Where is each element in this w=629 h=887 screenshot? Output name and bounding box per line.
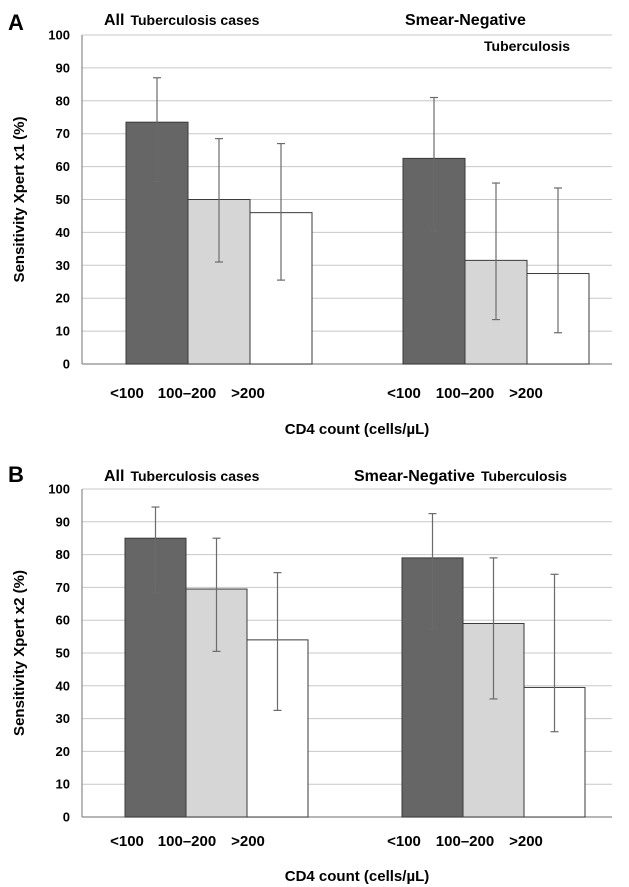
- panel-letter: A: [8, 10, 24, 35]
- panel-letter: B: [8, 462, 24, 487]
- x-category-label: <100: [110, 833, 144, 850]
- group-title-bold: All: [104, 12, 124, 29]
- y-tick-label: 30: [56, 258, 70, 273]
- x-category-label: 100–200: [436, 833, 494, 850]
- y-tick-label: 80: [56, 547, 70, 562]
- x-category-label: <100: [110, 385, 144, 402]
- y-axis-label: Sensitivity Xpert x1 (%): [11, 117, 28, 283]
- y-tick-label: 50: [56, 646, 70, 661]
- chart-panel-b: B 0 10 20 30 40 50 60 70 80 90 100 All Tuberculosis c…: [8, 462, 612, 885]
- y-tick-label: 0: [63, 810, 70, 825]
- y-tick-label: 40: [56, 225, 70, 240]
- chart-panel-a: A 0 10 20 30 40 50 60 70 80 90 100 All Tuberculosis c…: [8, 10, 612, 438]
- group-title-bold: Smear-Negative: [405, 12, 526, 29]
- y-tick-label: 100: [48, 482, 70, 497]
- y-tick-label: 90: [56, 514, 70, 529]
- x-category-label: 100–200: [158, 833, 216, 850]
- group-title-rest: Tuberculosis cases: [130, 12, 259, 28]
- y-tick-label: 10: [56, 324, 70, 339]
- x-category-label: >200: [231, 833, 265, 850]
- y-tick-label: 10: [56, 777, 70, 792]
- y-tick-label: 60: [56, 159, 70, 174]
- group-title: Smear-Negative Tuberculosis: [354, 468, 567, 485]
- group-title: All Tuberculosis cases: [104, 468, 260, 485]
- y-axis-label: Sensitivity Xpert x2 (%): [11, 570, 28, 736]
- group-title-bold: Smear-Negative: [354, 468, 475, 485]
- group-title-bold: All: [104, 468, 124, 485]
- x-category-label: <100: [387, 833, 421, 850]
- x-category-label: >200: [509, 385, 543, 402]
- x-category-label: >200: [231, 385, 265, 402]
- x-axis-label: CD4 count (cells/µL): [285, 421, 430, 438]
- group-title: Smear-Negative: [405, 12, 526, 29]
- group-title: All Tuberculosis cases: [104, 12, 260, 29]
- y-tick-label: 30: [56, 711, 70, 726]
- y-tick-label: 50: [56, 192, 70, 207]
- x-axis-label: CD4 count (cells/µL): [285, 868, 430, 885]
- y-tick-label: 90: [56, 60, 70, 75]
- group-title-rest: Tuberculosis: [481, 468, 567, 484]
- y-tick-label: 100: [48, 28, 70, 43]
- group-title-rest: Tuberculosis: [484, 38, 570, 54]
- x-category-label: <100: [387, 385, 421, 402]
- x-category-label: >200: [509, 833, 543, 850]
- y-tick-label: 60: [56, 613, 70, 628]
- y-tick-label: 20: [56, 744, 70, 759]
- y-tick-label: 70: [56, 580, 70, 595]
- y-tick-label: 20: [56, 291, 70, 306]
- x-category-label: 100–200: [436, 385, 494, 402]
- y-tick-label: 0: [63, 357, 70, 372]
- x-category-label: 100–200: [158, 385, 216, 402]
- group-title-rest: Tuberculosis cases: [130, 468, 259, 484]
- y-tick-label: 80: [56, 93, 70, 108]
- y-tick-label: 70: [56, 126, 70, 141]
- y-tick-label: 40: [56, 678, 70, 693]
